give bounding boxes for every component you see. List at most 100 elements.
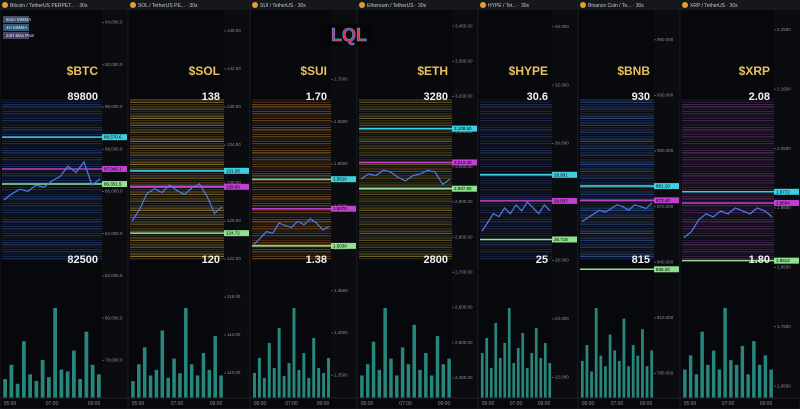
- volume-bar: [723, 308, 727, 398]
- chart-panel: XRP / TetherUS · 30s 2.2500 2.1500 2.0500 1.…: [679, 0, 800, 409]
- time-label: 05:00: [361, 401, 374, 407]
- legend-label: 5min MMMA: [6, 17, 31, 22]
- volume-bar: [604, 366, 607, 398]
- axis-tick-label: 2.2500: [777, 27, 791, 32]
- axis-tick-label: 840.000: [657, 259, 674, 264]
- axis-panel: [552, 10, 578, 399]
- axis-tick-label: 26.000: [555, 258, 569, 263]
- logo-bg: [327, 24, 371, 46]
- level-tag-label: 3,108.50: [454, 126, 472, 131]
- axis-tick-label: 118.00: [227, 294, 241, 299]
- volume-bar: [700, 331, 704, 398]
- symbol-icon: [252, 2, 258, 8]
- axis-tick-label: 1.8500: [777, 265, 791, 270]
- axis-tick-label: 3,200.00: [455, 94, 473, 99]
- symbol-icon: [130, 2, 136, 8]
- logo: LQL: [331, 25, 367, 45]
- level-tag: [774, 257, 799, 264]
- chart-panel: SUI / TetherUS · 30s1.75001.70001.65001.…: [249, 0, 358, 409]
- volume-bar: [360, 375, 364, 398]
- symbol-icon: [682, 2, 688, 8]
- axis-tick-label: 1.6000: [334, 161, 348, 166]
- level-tag-label: 836.20: [656, 267, 670, 272]
- axis-tick-label: 24.000: [555, 316, 569, 321]
- panel-header: [357, 0, 478, 10]
- volume-bar: [137, 364, 141, 398]
- axis-tick-label: 1.7500: [777, 324, 791, 329]
- level-tag: [102, 134, 127, 141]
- axis-tick-label: 900.000: [657, 148, 674, 153]
- volume-bar: [257, 358, 261, 398]
- time-label: 05:00: [482, 401, 495, 407]
- volume-bar: [59, 369, 64, 398]
- axis-tick-label: 3,400.00: [455, 23, 473, 28]
- axis-tick-label: 84,000.0: [105, 231, 123, 236]
- axis-tick-label: 870.000: [657, 204, 674, 209]
- axis-tick-label: 3,300.00: [455, 58, 473, 63]
- volume-bar: [641, 329, 644, 398]
- volume-bar: [418, 369, 422, 398]
- price-line: [481, 201, 551, 232]
- level-tag: [774, 199, 799, 206]
- volume-bar: [307, 378, 311, 398]
- level-tag-label: 129.60: [226, 184, 240, 189]
- volume-bar: [383, 308, 387, 398]
- axis-tick-label: 2.1500: [777, 86, 791, 91]
- volume-bar: [395, 375, 399, 398]
- axis-tick-label: 90,000.0: [105, 104, 123, 109]
- time-label: 07:00: [285, 401, 298, 407]
- volume-bar: [608, 334, 612, 398]
- volume-bar: [548, 363, 552, 398]
- axis-tick-label: 134.00: [227, 142, 241, 147]
- panel-header-title: Bitcoin / TetherUS PERPET... · 30s: [10, 3, 88, 9]
- level-tag: [654, 183, 679, 190]
- volume-bar: [503, 343, 507, 398]
- volume-bar: [711, 350, 716, 398]
- legend-label: 4H MMMA: [6, 25, 27, 30]
- time-label: 09:00: [760, 401, 773, 407]
- level-tag: [552, 171, 577, 178]
- axis-tick-label: 126.00: [227, 218, 241, 223]
- time-label: 09:00: [210, 401, 223, 407]
- legend-item: [3, 24, 29, 31]
- axis-tick-label: 810.000: [657, 315, 674, 320]
- level-tag-label: 28.931: [554, 172, 568, 177]
- axis-tick-label: 2,900.00: [455, 199, 473, 204]
- volume-bar: [287, 363, 291, 398]
- lower-price-label: 82500: [67, 254, 98, 266]
- price-line: [360, 169, 451, 186]
- volume-bar: [706, 364, 710, 398]
- level-tag: [331, 176, 356, 183]
- axis-tick-label: 34.000: [555, 24, 569, 29]
- axis-panel: [452, 10, 478, 399]
- ticker-label: $ETH: [417, 64, 448, 78]
- axis-panel: [331, 10, 357, 399]
- time-label: 07:00: [722, 401, 735, 407]
- level-tag-label: 1.5470: [333, 206, 347, 211]
- axis-tick-label: 780.000: [657, 371, 674, 376]
- volume-bar: [184, 308, 188, 398]
- volume-bar: [97, 374, 101, 398]
- level-tag-label: 1.5820: [333, 177, 347, 182]
- time-label: 05:00: [254, 401, 267, 407]
- volume-bar: [84, 331, 89, 398]
- level-tag: [452, 185, 477, 192]
- volume-bar: [757, 364, 762, 398]
- panel-header-title: SOL / TetherUS PE... · 30s: [138, 3, 198, 9]
- time-label: 05:00: [684, 401, 697, 407]
- time-label: 09:00: [438, 401, 451, 407]
- volume-bar: [740, 345, 745, 398]
- axis-tick-label: 86,000.0: [105, 189, 123, 194]
- volume-bar: [580, 360, 584, 398]
- axis-tick-label: 1.7000: [334, 77, 348, 82]
- volume-bar: [297, 370, 301, 398]
- volume-bar: [302, 353, 306, 398]
- volume-bar: [636, 355, 640, 398]
- volume-bar: [3, 379, 7, 398]
- lower-price-label: 1.80: [749, 254, 770, 266]
- axis-tick-label: 1.6500: [777, 383, 791, 388]
- time-label: 07:00: [46, 401, 59, 407]
- axis-tick-label: 960.000: [657, 37, 674, 42]
- time-label: 07:00: [611, 401, 624, 407]
